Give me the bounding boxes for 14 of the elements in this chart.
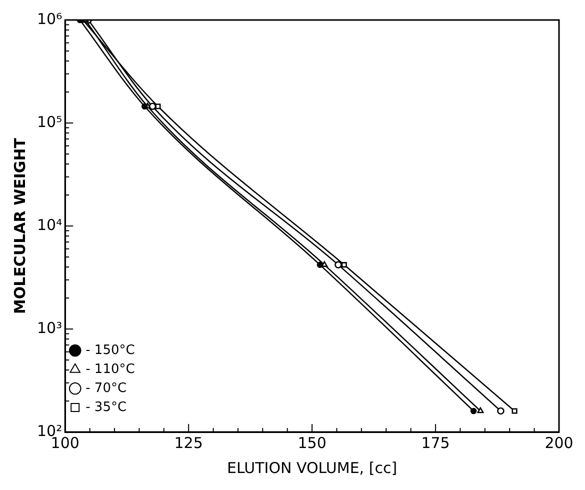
y-tick-label: 10⁴ — [36, 216, 62, 234]
x-tick-label: 125 — [174, 434, 203, 452]
x-tick-label: 150 — [298, 434, 326, 452]
y-tick-label: 10⁵ — [36, 112, 62, 131]
x-tick-label: 200 — [544, 434, 574, 452]
legend-label: - 150°C — [86, 342, 135, 358]
y-tick-label: 10⁶ — [36, 10, 62, 28]
x-axis-title: ELUTION VOLUME, [cc] — [227, 458, 398, 477]
y-axis-title: MOLECULAR WEIGHT — [10, 137, 29, 314]
x-tick-label: 175 — [421, 434, 450, 452]
legend-label: - 110°C — [86, 362, 135, 377]
y-tick-label: 10³ — [36, 318, 62, 337]
legend-label: - 35°C — [86, 400, 127, 415]
legend-label: - 70°C — [86, 380, 127, 396]
